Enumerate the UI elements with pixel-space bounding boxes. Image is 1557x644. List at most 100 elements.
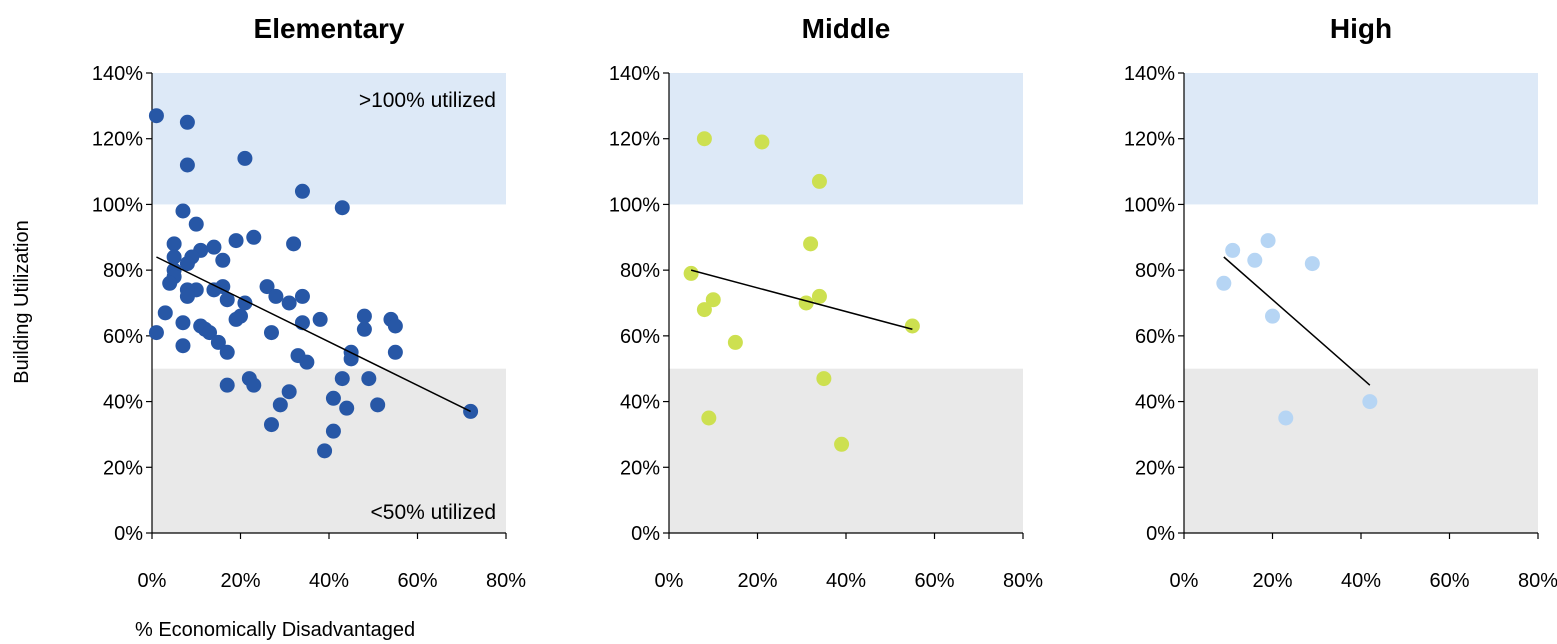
data-point <box>334 371 350 387</box>
utilization-band <box>669 73 1023 205</box>
data-point <box>179 256 195 272</box>
data-point <box>281 384 297 400</box>
chart-panels: >100% utilized <50% utilized 0% 20% 40% 60% 80… <box>92 13 1557 592</box>
y-tick-label: 140% <box>1124 63 1175 85</box>
data-point <box>215 252 231 268</box>
data-point <box>754 134 770 150</box>
data-point <box>1265 308 1280 324</box>
chart-title: Elementary <box>254 13 405 44</box>
data-point <box>299 354 315 370</box>
y-tick-label: 60% <box>620 326 660 348</box>
data-point <box>387 344 403 360</box>
y-tick-label: 140% <box>92 63 143 85</box>
data-point <box>811 173 827 189</box>
data-point <box>202 325 218 341</box>
chart-title: High <box>1330 13 1392 44</box>
data-point <box>175 203 191 219</box>
x-tick-label: 60% <box>914 570 954 592</box>
data-point <box>166 249 182 265</box>
data-point <box>263 417 279 433</box>
data-point <box>834 436 850 452</box>
y-tick-label: 0% <box>631 523 660 545</box>
y-tick-label: 140% <box>609 63 660 85</box>
data-point <box>263 325 279 341</box>
data-point <box>237 150 253 166</box>
chart-panel-elementary: >100% utilized <50% utilized 0% 20% 40% 60% 80… <box>92 13 526 592</box>
y-tick-label: 40% <box>103 392 143 414</box>
data-point <box>387 318 403 334</box>
y-tick-label: 100% <box>92 194 143 216</box>
band-label: <50% utilized <box>371 501 497 524</box>
data-point <box>325 390 341 406</box>
x-tick-label: 0% <box>138 570 167 592</box>
y-tick-label: 80% <box>1135 260 1175 282</box>
data-point <box>356 308 372 324</box>
y-tick-label: 40% <box>1135 392 1175 414</box>
data-point <box>228 311 244 327</box>
data-point <box>683 265 699 281</box>
x-tick-label: 60% <box>397 570 437 592</box>
y-tick-label: 120% <box>92 129 143 151</box>
data-point <box>157 305 173 321</box>
chart-panel-high: 0% 20% 40% 60% 80% 100% 120% 140% 0% 20% 40% 60% 80%… <box>1124 13 1557 592</box>
data-point <box>1362 394 1378 410</box>
x-tick-label: 40% <box>309 570 349 592</box>
data-point <box>1278 410 1294 426</box>
trend-line <box>1223 256 1371 386</box>
y-tick-label: 20% <box>1135 457 1175 479</box>
data-point <box>272 397 288 413</box>
data-point <box>179 157 195 173</box>
data-point <box>816 371 832 387</box>
data-point <box>312 311 328 327</box>
x-tick-label: 40% <box>826 570 866 592</box>
chart-title: Middle <box>802 13 891 44</box>
data-point <box>1247 252 1263 268</box>
y-tick-label: 80% <box>103 260 143 282</box>
data-point <box>904 318 920 334</box>
data-point <box>339 400 355 416</box>
x-tick-label: 0% <box>655 570 684 592</box>
x-tick-label: 60% <box>1429 570 1469 592</box>
y-tick-label: 120% <box>1124 129 1175 151</box>
data-point <box>179 288 195 304</box>
utilization-band <box>152 73 506 205</box>
data-point <box>162 275 178 291</box>
data-point <box>1225 242 1241 258</box>
data-point <box>268 288 284 304</box>
utilization-band <box>1184 73 1538 205</box>
y-axis-label: Building Utilization <box>11 220 33 383</box>
data-point <box>727 334 743 350</box>
data-point <box>334 200 350 216</box>
data-point <box>343 351 359 367</box>
data-point <box>361 371 377 387</box>
y-tick-label: 80% <box>620 260 660 282</box>
y-tick-label: 20% <box>620 457 660 479</box>
trend-line <box>690 269 913 331</box>
data-point <box>286 236 302 252</box>
y-tick-label: 0% <box>1146 523 1175 545</box>
band-label: >100% utilized <box>359 89 496 112</box>
y-tick-label: 100% <box>609 194 660 216</box>
data-point <box>325 423 341 439</box>
y-tick-label: 0% <box>114 523 143 545</box>
data-point <box>696 302 712 318</box>
data-point <box>281 295 297 311</box>
chart-panel-middle: 0% 20% 40% 60% 80% 100% 120% 140% 0% 20% 40% 60% 80%… <box>609 13 1043 592</box>
data-point <box>246 229 262 245</box>
y-tick-label: 100% <box>1124 194 1175 216</box>
data-point <box>811 288 827 304</box>
x-tick-label: 40% <box>1341 570 1381 592</box>
utilization-band <box>1184 368 1538 533</box>
data-point <box>317 443 333 459</box>
y-tick-label: 60% <box>1135 326 1175 348</box>
x-axis-label: % Economically Disadvantaged <box>135 619 415 641</box>
data-point <box>1304 256 1320 272</box>
data-point <box>696 131 712 147</box>
x-tick-label: 80% <box>1518 570 1557 592</box>
data-point <box>228 233 244 249</box>
data-point <box>175 315 191 331</box>
data-point <box>259 279 275 295</box>
data-point <box>1216 275 1232 291</box>
data-point <box>166 236 182 252</box>
